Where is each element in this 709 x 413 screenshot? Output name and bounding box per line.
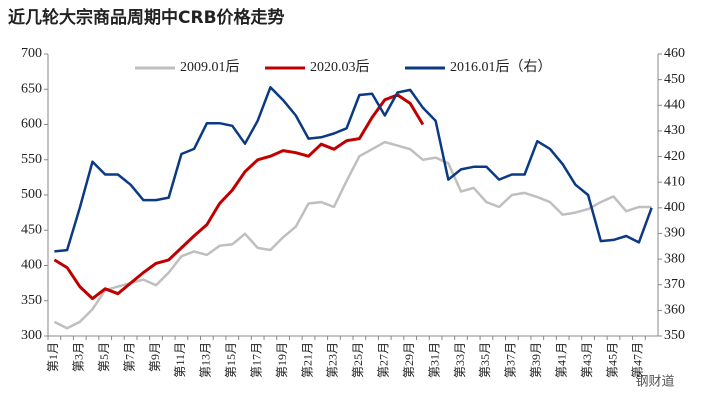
y2-tick-label: 350 (664, 328, 685, 343)
x-tick-label: 第3月 (72, 342, 86, 372)
series-line (54, 86, 653, 253)
x-tick-label: 第13月 (199, 342, 213, 378)
y2-tick-label: 460 (664, 46, 685, 61)
x-tick-label: 第35月 (478, 342, 492, 378)
y-tick-label: 450 (21, 222, 42, 237)
y-tick-label: 650 (21, 81, 42, 96)
x-tick-label: 第21月 (300, 342, 314, 378)
legend-label: 2016.01后（右） (450, 59, 552, 75)
y2-tick-label: 360 (664, 303, 685, 318)
x-tick-label: 第45月 (605, 342, 619, 378)
y-tick-label: 550 (21, 152, 42, 167)
x-tick-label: 第37月 (504, 342, 518, 378)
y2-tick-label: 380 (664, 251, 685, 266)
x-tick-label: 第25月 (351, 342, 365, 378)
x-tick-label: 第19月 (275, 342, 289, 378)
chart-title: 近几轮大宗商品周期中CRB价格走势 (8, 7, 285, 28)
series-line (53, 93, 425, 301)
x-tick-label: 第43月 (580, 342, 594, 378)
legend-label: 2009.01后 (180, 59, 240, 75)
y-tick-label: 700 (21, 46, 42, 61)
y-tick-label: 500 (21, 187, 42, 202)
y2-tick-label: 410 (664, 174, 685, 189)
y-tick-label: 600 (21, 117, 42, 132)
y2-tick-label: 390 (664, 226, 685, 241)
y2-tick-label: 430 (664, 123, 685, 138)
x-tick-label: 第7月 (122, 342, 136, 372)
legend-label: 2020.03后 (310, 59, 370, 75)
y-tick-label: 400 (21, 258, 42, 273)
y2-tick-label: 440 (664, 97, 685, 112)
y2-tick-label: 400 (664, 200, 685, 215)
x-tick-label: 第41月 (554, 342, 568, 378)
x-tick-label: 第27月 (377, 342, 391, 378)
x-tick-label: 第11月 (173, 342, 187, 378)
x-tick-label: 第17月 (249, 342, 263, 378)
x-tick-label: 第29月 (402, 342, 416, 378)
watermark: 钢财道 (635, 375, 674, 390)
series-line (53, 140, 652, 330)
x-tick-label: 第39月 (529, 342, 543, 378)
x-tick-label: 第31月 (427, 342, 441, 378)
x-tick-label: 第9月 (148, 342, 162, 372)
y-tick-label: 300 (21, 328, 42, 343)
y2-tick-label: 370 (664, 277, 685, 292)
y-tick-label: 350 (21, 293, 42, 308)
x-tick-label: 第5月 (97, 342, 111, 372)
y2-tick-label: 450 (664, 72, 685, 87)
x-tick-label: 第47月 (631, 342, 645, 378)
x-tick-label: 第1月 (46, 342, 60, 372)
x-tick-label: 第23月 (326, 342, 340, 378)
y2-tick-label: 420 (664, 149, 685, 164)
x-tick-label: 第15月 (224, 342, 238, 378)
x-tick-label: 第33月 (453, 342, 467, 378)
